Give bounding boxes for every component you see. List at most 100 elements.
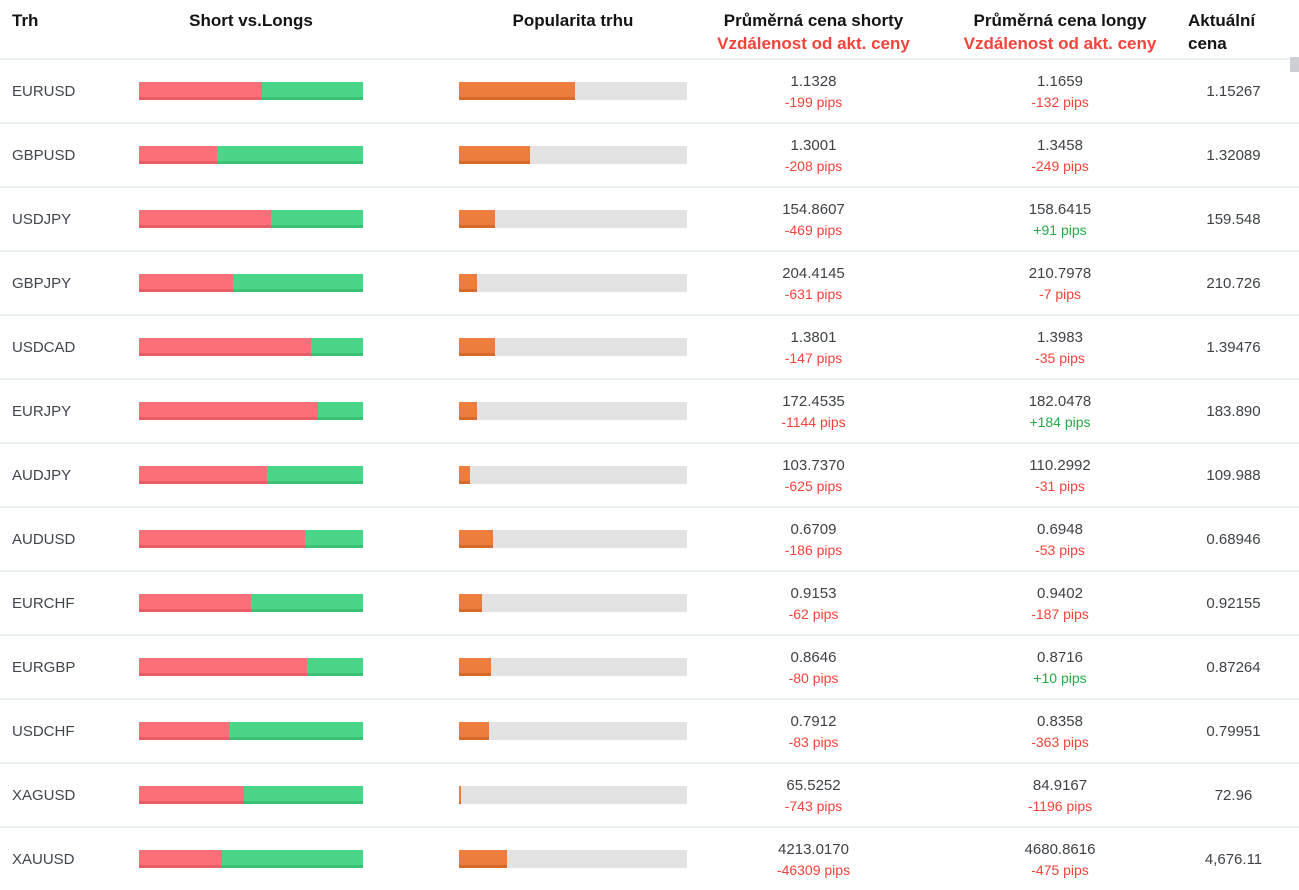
long-bar-segment bbox=[311, 338, 363, 356]
avg-long-cell: 0.6948 -53 pips bbox=[940, 519, 1180, 560]
avg-short-pips: -199 pips bbox=[784, 93, 843, 110]
short-bar-segment bbox=[139, 82, 263, 100]
table-row: EURJPY 172.4535 -1144 pips 182.0478 +184… bbox=[0, 378, 1299, 442]
avg-short-cell: 0.9153 -62 pips bbox=[687, 583, 940, 624]
popularity-bar-fill bbox=[459, 594, 482, 612]
avg-short-price: 0.6709 bbox=[790, 520, 837, 538]
current-price: 1.32089 bbox=[1206, 146, 1261, 164]
current-price: 109.988 bbox=[1206, 466, 1261, 484]
avg-short-pips: -62 pips bbox=[788, 605, 839, 622]
table-row: XAUUSD 4213.0170 -46309 pips 4680.8616 -… bbox=[0, 826, 1299, 890]
popularity-cell bbox=[459, 274, 687, 292]
avg-short-pips: -147 pips bbox=[784, 349, 843, 366]
avg-long-cell: 182.0478 +184 pips bbox=[940, 391, 1180, 432]
short-vs-long-bar bbox=[139, 850, 363, 868]
avg-short-price: 1.3801 bbox=[790, 328, 837, 346]
avg-short-cell: 0.7912 -83 pips bbox=[687, 711, 940, 752]
header-avg-long-subtitle: Vzdálenost od akt. ceny bbox=[963, 34, 1157, 53]
avg-long-price: 158.6415 bbox=[1028, 200, 1092, 218]
avg-short-price: 103.7370 bbox=[782, 456, 845, 474]
current-price: 0.87264 bbox=[1206, 658, 1261, 676]
table-row: EURUSD 1.1328 -199 pips 1.1659 -132 pips… bbox=[0, 58, 1299, 122]
current-price: 159.548 bbox=[1206, 210, 1261, 228]
table-row: GBPJPY 204.4145 -631 pips 210.7978 -7 pi… bbox=[0, 250, 1299, 314]
avg-long-price: 1.3458 bbox=[1037, 136, 1083, 154]
avg-short-price: 154.8607 bbox=[782, 200, 845, 218]
avg-short-price: 204.4145 bbox=[782, 264, 845, 282]
scrollbar-thumb[interactable] bbox=[1290, 57, 1299, 72]
avg-short-cell: 1.3801 -147 pips bbox=[687, 327, 940, 368]
popularity-bar bbox=[459, 594, 687, 612]
short-long-cell bbox=[139, 466, 363, 484]
short-long-cell bbox=[139, 210, 363, 228]
popularity-bar-fill bbox=[459, 658, 491, 676]
current-price: 1.39476 bbox=[1206, 338, 1261, 356]
avg-short-price: 65.5252 bbox=[786, 776, 841, 794]
popularity-bar-fill bbox=[459, 466, 471, 484]
market-symbol: EURUSD bbox=[12, 82, 76, 100]
table-row: USDJPY 154.8607 -469 pips 158.6415 +91 p… bbox=[0, 186, 1299, 250]
avg-short-cell: 4213.0170 -46309 pips bbox=[687, 839, 940, 880]
avg-short-cell: 204.4145 -631 pips bbox=[687, 263, 940, 304]
current-price: 0.92155 bbox=[1206, 594, 1261, 612]
avg-long-price: 1.1659 bbox=[1037, 72, 1083, 90]
avg-long-cell: 110.2992 -31 pips bbox=[940, 455, 1180, 496]
market-symbol: AUDUSD bbox=[12, 530, 76, 548]
popularity-cell bbox=[459, 338, 687, 356]
market-symbol: EURCHF bbox=[12, 594, 75, 612]
long-bar-segment bbox=[271, 210, 363, 228]
popularity-cell bbox=[459, 530, 687, 548]
long-bar-segment bbox=[233, 274, 363, 292]
popularity-bar bbox=[459, 658, 687, 676]
long-bar-segment bbox=[266, 466, 363, 484]
long-bar-segment bbox=[251, 594, 363, 612]
market-symbol: AUDJPY bbox=[12, 466, 72, 484]
market-symbol: GBPUSD bbox=[12, 146, 76, 164]
popularity-bar bbox=[459, 274, 687, 292]
short-long-cell bbox=[139, 338, 363, 356]
popularity-bar-fill bbox=[459, 338, 496, 356]
avg-long-cell: 0.8716 +10 pips bbox=[940, 647, 1180, 688]
avg-long-pips: -53 pips bbox=[1035, 541, 1085, 558]
avg-long-price: 0.8716 bbox=[1037, 648, 1083, 666]
popularity-cell bbox=[459, 210, 687, 228]
header-avg-short-subtitle: Vzdálenost od akt. ceny bbox=[717, 34, 910, 53]
popularity-bar bbox=[459, 466, 687, 484]
avg-short-cell: 0.8646 -80 pips bbox=[687, 647, 940, 688]
short-vs-long-bar bbox=[139, 402, 363, 420]
short-bar-segment bbox=[139, 274, 234, 292]
short-vs-long-bar bbox=[139, 82, 363, 100]
avg-short-cell: 154.8607 -469 pips bbox=[687, 199, 940, 240]
avg-short-pips: -631 pips bbox=[784, 285, 843, 302]
popularity-cell bbox=[459, 850, 687, 868]
popularity-bar-fill bbox=[459, 210, 496, 228]
avg-short-pips: -743 pips bbox=[784, 797, 843, 814]
avg-short-pips: -208 pips bbox=[784, 157, 843, 174]
short-vs-long-bar bbox=[139, 530, 363, 548]
current-price: 0.79951 bbox=[1206, 722, 1261, 740]
avg-long-price: 1.3983 bbox=[1037, 328, 1083, 346]
market-symbol: USDCAD bbox=[12, 338, 76, 356]
header-current-price: Aktuální cena bbox=[1180, 9, 1299, 55]
short-vs-long-bar bbox=[139, 274, 363, 292]
short-bar-segment bbox=[139, 402, 319, 420]
market-symbol: XAGUSD bbox=[12, 786, 76, 804]
header-popularity: Popularita trhu bbox=[512, 11, 634, 30]
avg-short-price: 4213.0170 bbox=[778, 840, 849, 858]
current-price: 1.15267 bbox=[1206, 82, 1261, 100]
long-bar-segment bbox=[217, 146, 363, 164]
popularity-cell bbox=[459, 466, 687, 484]
avg-long-pips: -363 pips bbox=[1031, 733, 1089, 750]
market-symbol: EURGBP bbox=[12, 658, 76, 676]
popularity-bar-fill bbox=[459, 274, 478, 292]
table-row: XAGUSD 65.5252 -743 pips 84.9167 -1196 p… bbox=[0, 762, 1299, 826]
market-symbol: EURJPY bbox=[12, 402, 72, 420]
popularity-cell bbox=[459, 146, 687, 164]
popularity-cell bbox=[459, 402, 687, 420]
current-price: 72.96 bbox=[1214, 786, 1253, 804]
avg-long-price: 210.7978 bbox=[1028, 264, 1092, 282]
popularity-bar bbox=[459, 722, 687, 740]
short-long-cell bbox=[139, 82, 363, 100]
short-long-cell bbox=[139, 146, 363, 164]
avg-long-cell: 1.3458 -249 pips bbox=[940, 135, 1180, 176]
